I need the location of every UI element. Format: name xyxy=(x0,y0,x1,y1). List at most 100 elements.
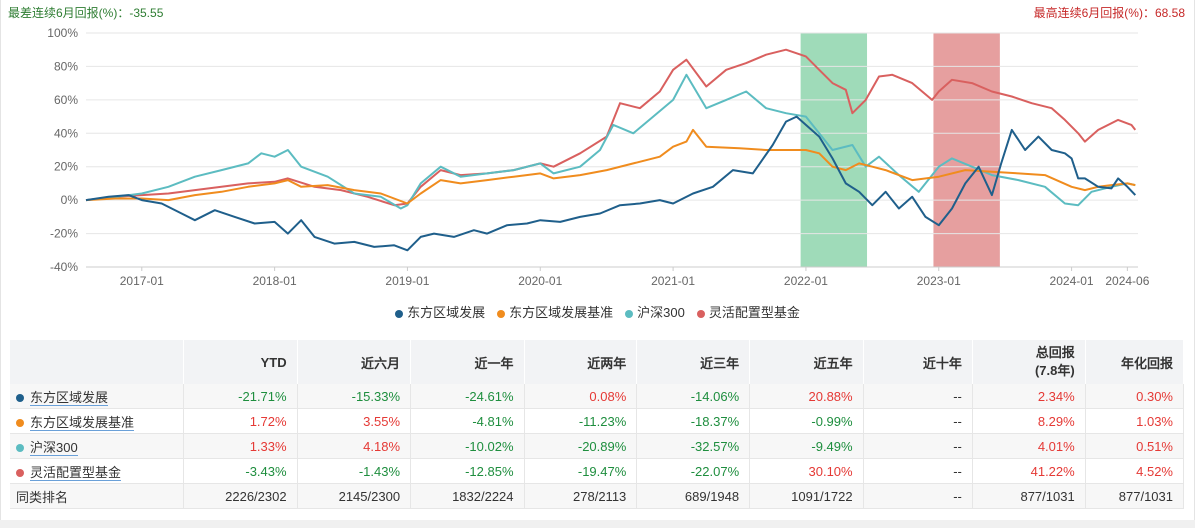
header-total: 总回报 (7.8年) xyxy=(972,340,1086,384)
rank-cell: -- xyxy=(863,483,973,509)
series-line xyxy=(85,128,1136,205)
header-10y: 近十年 xyxy=(863,340,973,384)
performance-table: YTD 近六月 近一年 近两年 近三年 近五年 近十年 总回报 (7.8年) 年化… xyxy=(10,340,1185,509)
performance-chart: 100% 80% 60% 40% 20% 0% -20% -40% 2017-01 2018-01… xyxy=(47,26,1149,288)
legend-item[interactable]: 东方区域发展基准 xyxy=(497,302,613,321)
row-name-link[interactable]: 东方区域发展基准 xyxy=(30,414,135,431)
rank-cell: 2145/2300 xyxy=(297,483,412,509)
value-cell: 41.22% xyxy=(972,458,1086,484)
y-tick-label: -40% xyxy=(50,260,78,274)
rank-cell: 877/1031 xyxy=(1085,483,1185,509)
y-tick-label: 40% xyxy=(54,126,78,140)
row-name-cell: 灵活配置型基金 xyxy=(10,458,185,484)
legend-dot-icon xyxy=(395,309,404,318)
x-tick-label: 2018-01 xyxy=(253,274,297,288)
x-tick-label: 2021-01 xyxy=(651,274,695,288)
header-6m: 近六月 xyxy=(297,340,412,384)
value-cell: -21.71% xyxy=(183,384,298,409)
x-tick-label: 2020-01 xyxy=(518,274,562,288)
row-name-link[interactable]: 沪深300 xyxy=(30,439,78,456)
value-cell: -15.33% xyxy=(297,384,412,409)
y-tick-label: 0% xyxy=(61,193,79,207)
header-total-period: (7.8年) xyxy=(1034,363,1075,378)
value-cell: -19.47% xyxy=(524,458,638,484)
rank-cell: 1832/2224 xyxy=(410,483,525,509)
value-cell: -32.57% xyxy=(636,433,751,459)
y-tick-label: 80% xyxy=(54,59,78,73)
value-cell: 4.01% xyxy=(972,433,1086,459)
x-tick-label: 2024-06 xyxy=(1105,274,1149,288)
value-cell: -12.85% xyxy=(410,458,525,484)
value-cell: -- xyxy=(863,384,973,409)
rank-cell: 877/1031 xyxy=(972,483,1086,509)
value-cell: -4.81% xyxy=(410,408,525,434)
value-cell: -- xyxy=(863,458,973,484)
header-5y: 近五年 xyxy=(749,340,864,384)
row-name-cell: 东方区域发展 xyxy=(10,384,185,409)
header-2y: 近两年 xyxy=(524,340,638,384)
value-cell: 4.18% xyxy=(297,433,412,459)
row-name-link[interactable]: 灵活配置型基金 xyxy=(30,464,122,481)
header-annualized: 年化回报 xyxy=(1085,340,1185,384)
series-dot-icon xyxy=(16,394,24,403)
table-row: 灵活配置型基金 -3.43% -1.43% -12.85% -19.47% -22.07%… xyxy=(10,458,1185,484)
value-cell: -20.89% xyxy=(524,433,638,459)
rank-cell: 2226/2302 xyxy=(183,483,298,509)
value-cell: -1.43% xyxy=(297,458,412,484)
row-name-cell: 东方区域发展基准 xyxy=(10,408,185,434)
legend-item[interactable]: 灵活配置型基金 xyxy=(696,302,800,321)
x-tick-label: 2017-01 xyxy=(120,274,164,288)
value-cell: -22.07% xyxy=(636,458,751,484)
value-cell: 0.08% xyxy=(524,384,638,409)
header-3y: 近三年 xyxy=(636,340,751,384)
worst-6m-return: 最差连续6月回报(%)：-35.55 xyxy=(8,6,164,20)
x-tick-label: 2024-01 xyxy=(1050,274,1094,288)
legend-label: 沪深300 xyxy=(637,305,685,320)
value-cell: 2.34% xyxy=(972,384,1086,409)
legend-item[interactable]: 东方区域发展 xyxy=(395,302,485,321)
x-tick-label: 2023-01 xyxy=(917,274,961,288)
series-line xyxy=(85,115,1137,252)
legend-dot-icon xyxy=(497,309,506,318)
value-cell: -18.37% xyxy=(636,408,751,434)
rank-cell: 278/2113 xyxy=(524,483,638,509)
value-cell: -9.49% xyxy=(749,433,864,459)
legend-label: 东方区域发展 xyxy=(407,305,486,320)
value-cell: -3.43% xyxy=(183,458,298,484)
value-cell: 30.10% xyxy=(749,458,864,484)
series-dot-icon xyxy=(16,469,24,478)
value-cell: 1.33% xyxy=(183,433,298,459)
value-cell: -0.99% xyxy=(749,408,864,434)
best-6m-return: 最高连续6月回报(%)：68.58 xyxy=(1033,6,1185,20)
value-cell: -- xyxy=(863,408,973,434)
value-cell: 4.52% xyxy=(1085,458,1185,484)
value-cell: 1.03% xyxy=(1085,408,1185,434)
value-cell: -11.23% xyxy=(524,408,638,434)
y-tick-label: -20% xyxy=(50,227,78,241)
header-1y: 近一年 xyxy=(410,340,525,384)
bottom-strip xyxy=(0,520,1195,528)
worst-6m-band xyxy=(933,33,1000,267)
chart-legend: 东方区域发展 东方区域发展基准 沪深300 灵活配置型基金 xyxy=(0,302,1195,321)
header-name xyxy=(10,340,185,384)
row-name-cell: 沪深300 xyxy=(10,433,185,459)
table-row: 沪深300 1.33% 4.18% -10.02% -20.89% -32.57% -9.4… xyxy=(10,433,1185,459)
rank-cell: 1091/1722 xyxy=(749,483,864,509)
y-tick-label: 100% xyxy=(47,26,78,40)
row-name-link[interactable]: 东方区域发展 xyxy=(30,389,109,406)
value-cell: -- xyxy=(863,433,973,459)
series-line xyxy=(85,48,1137,207)
series-line xyxy=(85,73,1136,210)
value-cell: 1.72% xyxy=(183,408,298,434)
value-cell: -24.61% xyxy=(410,384,525,409)
rank-row-label: 同类排名 xyxy=(10,483,185,509)
table-row: 东方区域发展基准 1.72% 3.55% -4.81% -11.23% -18.37% -0… xyxy=(10,408,1185,434)
value-cell: 0.51% xyxy=(1085,433,1185,459)
legend-dot-icon xyxy=(696,309,705,318)
x-tick-label: 2022-01 xyxy=(784,274,828,288)
value-cell: 0.30% xyxy=(1085,384,1185,409)
value-cell: 8.29% xyxy=(972,408,1086,434)
rank-row: 同类排名 2226/2302 2145/2300 1832/2224 278/2113 6… xyxy=(10,483,1185,509)
legend-dot-icon xyxy=(625,309,634,318)
legend-item[interactable]: 沪深300 xyxy=(625,302,685,321)
